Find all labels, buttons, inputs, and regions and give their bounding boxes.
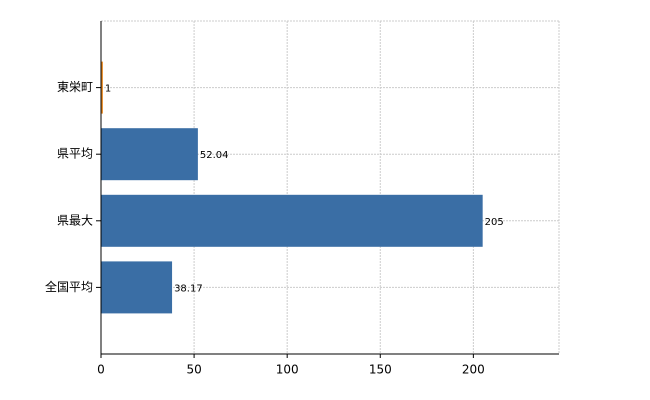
y-tick-label: 全国平均 — [45, 279, 93, 294]
x-tick-label: 200 — [462, 363, 485, 377]
value-label: 205 — [485, 217, 504, 228]
y-tick-label: 県平均 — [57, 147, 93, 161]
y-tick-label: 東栄町 — [57, 80, 93, 94]
x-tick-label: 100 — [276, 363, 299, 377]
x-tick-label: 0 — [97, 363, 105, 377]
x-tick-label: 150 — [369, 363, 392, 377]
value-label: 1 — [105, 84, 111, 95]
bar — [101, 128, 198, 181]
x-tick-label: 50 — [186, 363, 201, 377]
bar — [101, 194, 483, 247]
value-label: 38.17 — [174, 283, 203, 294]
value-label: 52.04 — [200, 150, 229, 161]
y-tick-label: 県最大 — [57, 213, 93, 227]
bar — [101, 61, 103, 114]
bar — [101, 261, 173, 314]
